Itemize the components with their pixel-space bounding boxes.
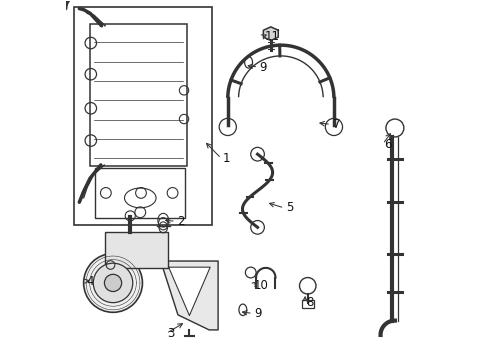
Text: 5: 5 — [286, 202, 293, 215]
Text: 7: 7 — [333, 118, 340, 131]
Bar — [74, 7, 212, 225]
Text: 9: 9 — [260, 60, 267, 73]
Circle shape — [93, 263, 133, 303]
Bar — [302, 301, 314, 308]
Text: 9: 9 — [254, 307, 262, 320]
Text: 10: 10 — [254, 279, 269, 292]
Circle shape — [104, 274, 122, 292]
Text: 3: 3 — [168, 327, 175, 340]
Polygon shape — [169, 267, 210, 316]
Text: 2: 2 — [177, 215, 185, 228]
Bar — [95, 168, 186, 218]
Circle shape — [84, 253, 143, 312]
Text: 11: 11 — [265, 30, 279, 43]
Polygon shape — [161, 261, 218, 330]
Text: 6: 6 — [384, 138, 392, 150]
Polygon shape — [263, 27, 278, 41]
Text: 4: 4 — [87, 275, 94, 288]
Bar — [105, 231, 168, 267]
Text: 1: 1 — [223, 152, 230, 165]
Bar — [90, 24, 187, 166]
Text: 8: 8 — [306, 296, 314, 309]
